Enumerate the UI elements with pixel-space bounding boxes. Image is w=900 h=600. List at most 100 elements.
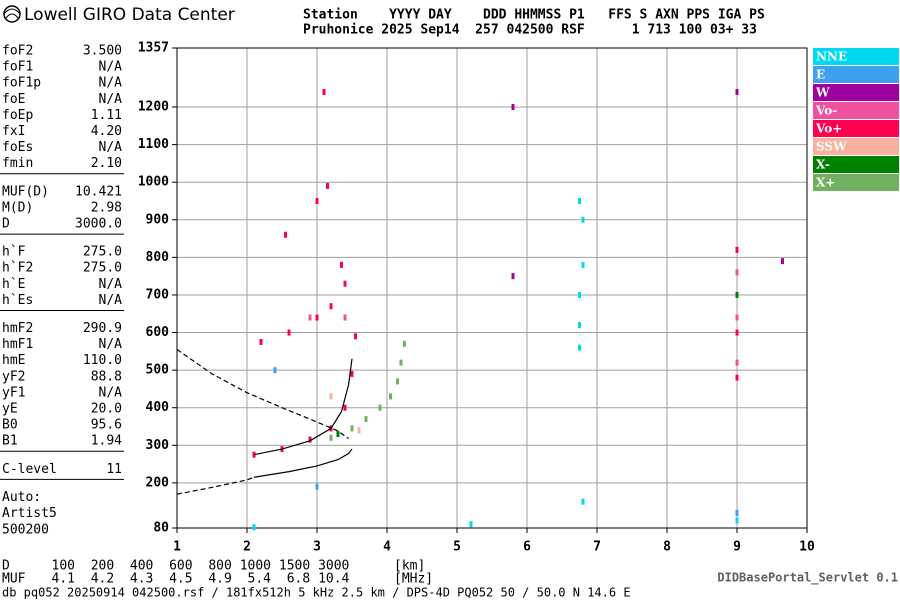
echo-point: [511, 273, 515, 280]
y-tick-label: 80: [153, 521, 169, 536]
echo-point: [578, 291, 581, 298]
echo-point: [329, 303, 333, 310]
table-value: 100: [52, 559, 75, 574]
legend-swatch: [813, 138, 899, 155]
table-value: 1000: [240, 559, 271, 574]
y-tick-label: 1357: [138, 41, 169, 56]
echo-point: [364, 415, 368, 422]
x-tick-label: 9: [733, 540, 741, 555]
y-tick-label: 600: [146, 325, 170, 340]
legend-label: Vo+: [815, 122, 842, 136]
logo-icon: [3, 5, 21, 23]
echo-point: [357, 427, 361, 434]
legend-swatch: [813, 66, 899, 83]
param-value: 95.6: [91, 418, 122, 433]
param-name: h`F: [2, 245, 26, 260]
param-name: h`E: [2, 277, 25, 292]
param-value: N/A: [99, 337, 123, 352]
echo-point: [329, 393, 333, 400]
table-unit: [MHz]: [394, 572, 433, 587]
echo-point: [273, 367, 277, 374]
param-value: N/A: [99, 60, 123, 75]
echo-point: [350, 425, 354, 432]
station-header: Station YYYY DAY DDD HHMMSS P1 FFS S AXN…: [303, 8, 765, 23]
param-name: foEs: [2, 140, 33, 155]
x-tick-label: 4: [383, 540, 391, 555]
table-value: 5.4: [248, 572, 272, 587]
param-name: foF2: [2, 44, 33, 59]
echo-point: [403, 340, 406, 347]
param-name: h`F2: [2, 261, 33, 276]
param-name: M(D): [2, 200, 33, 215]
echo-point: [735, 329, 739, 336]
echo-point: [735, 359, 739, 366]
table-unit: [km]: [394, 559, 425, 574]
param-value: 110.0: [83, 353, 122, 368]
echo-point: [735, 509, 739, 516]
table-value: 6.8: [287, 572, 310, 587]
table-label: MUF: [2, 572, 26, 587]
table-value: 800: [208, 559, 231, 574]
y-tick-label: 700: [146, 287, 170, 302]
echo-point: [308, 436, 312, 443]
param-name: fmin: [2, 156, 33, 171]
param-name: foE: [2, 92, 25, 107]
echo-point: [735, 314, 739, 321]
file-info: db pq052 20250914 042500.rsf / 181fx512h…: [2, 586, 631, 600]
param-name: B1: [2, 434, 18, 449]
x-tick-label: 2: [243, 540, 251, 555]
echo-point: [581, 498, 585, 505]
echo-point: [378, 404, 382, 411]
echo-point: [735, 88, 739, 95]
param-name: hmF2: [2, 321, 33, 336]
param-name: foEp: [2, 108, 33, 123]
y-tick-label: 200: [146, 475, 170, 490]
legend-label: X-: [816, 158, 830, 172]
param-value: 3.500: [83, 44, 122, 59]
param-value: 1.11: [91, 108, 122, 123]
y-tick-label: 900: [146, 212, 170, 227]
legend-label: W: [815, 86, 830, 100]
table-value: 1500: [279, 559, 310, 574]
y-tick-label: 1200: [138, 100, 169, 115]
table-value: 4.5: [169, 572, 192, 587]
param-value: 275.0: [83, 245, 122, 260]
legend-swatch: [813, 48, 899, 65]
legend-swatch: [813, 156, 899, 173]
param-name: hmE: [2, 353, 25, 368]
table-value: 4.1: [52, 572, 75, 587]
table-value: 400: [130, 559, 153, 574]
param-value: 2.10: [91, 156, 122, 171]
param-name: D: [2, 217, 10, 232]
param-value: 290.9: [83, 321, 122, 336]
echo-point: [287, 329, 291, 336]
y-tick-label: 1000: [138, 175, 169, 190]
echo-point: [396, 378, 399, 385]
table-value: 4.3: [130, 572, 153, 587]
plot-border: [176, 47, 808, 529]
x-tick-label: 10: [799, 540, 815, 555]
legend-swatch: [813, 120, 899, 137]
echo-point: [340, 261, 343, 268]
echo-point: [469, 521, 473, 528]
echo-point: [735, 269, 739, 276]
auto-text: 500200: [2, 522, 49, 537]
param-name: yE: [2, 402, 18, 417]
echo-point: [511, 104, 515, 111]
x-tick-label: 7: [593, 540, 601, 555]
profile-curve: [253, 358, 353, 456]
echo-point: [315, 197, 319, 204]
profile-curve: [176, 348, 349, 440]
legend-swatch: [813, 102, 899, 119]
param-value: 10.421: [75, 184, 122, 199]
param-value: 11: [106, 462, 122, 477]
param-name: B0: [2, 418, 18, 433]
echo-point: [259, 338, 263, 345]
param-name: hmF1: [2, 337, 33, 352]
param-value: 3000.0: [75, 217, 122, 232]
table-value: 4.2: [91, 572, 114, 587]
y-tick-label: 300: [146, 438, 170, 453]
profile-curve: [253, 448, 353, 478]
x-tick-label: 5: [453, 540, 461, 555]
